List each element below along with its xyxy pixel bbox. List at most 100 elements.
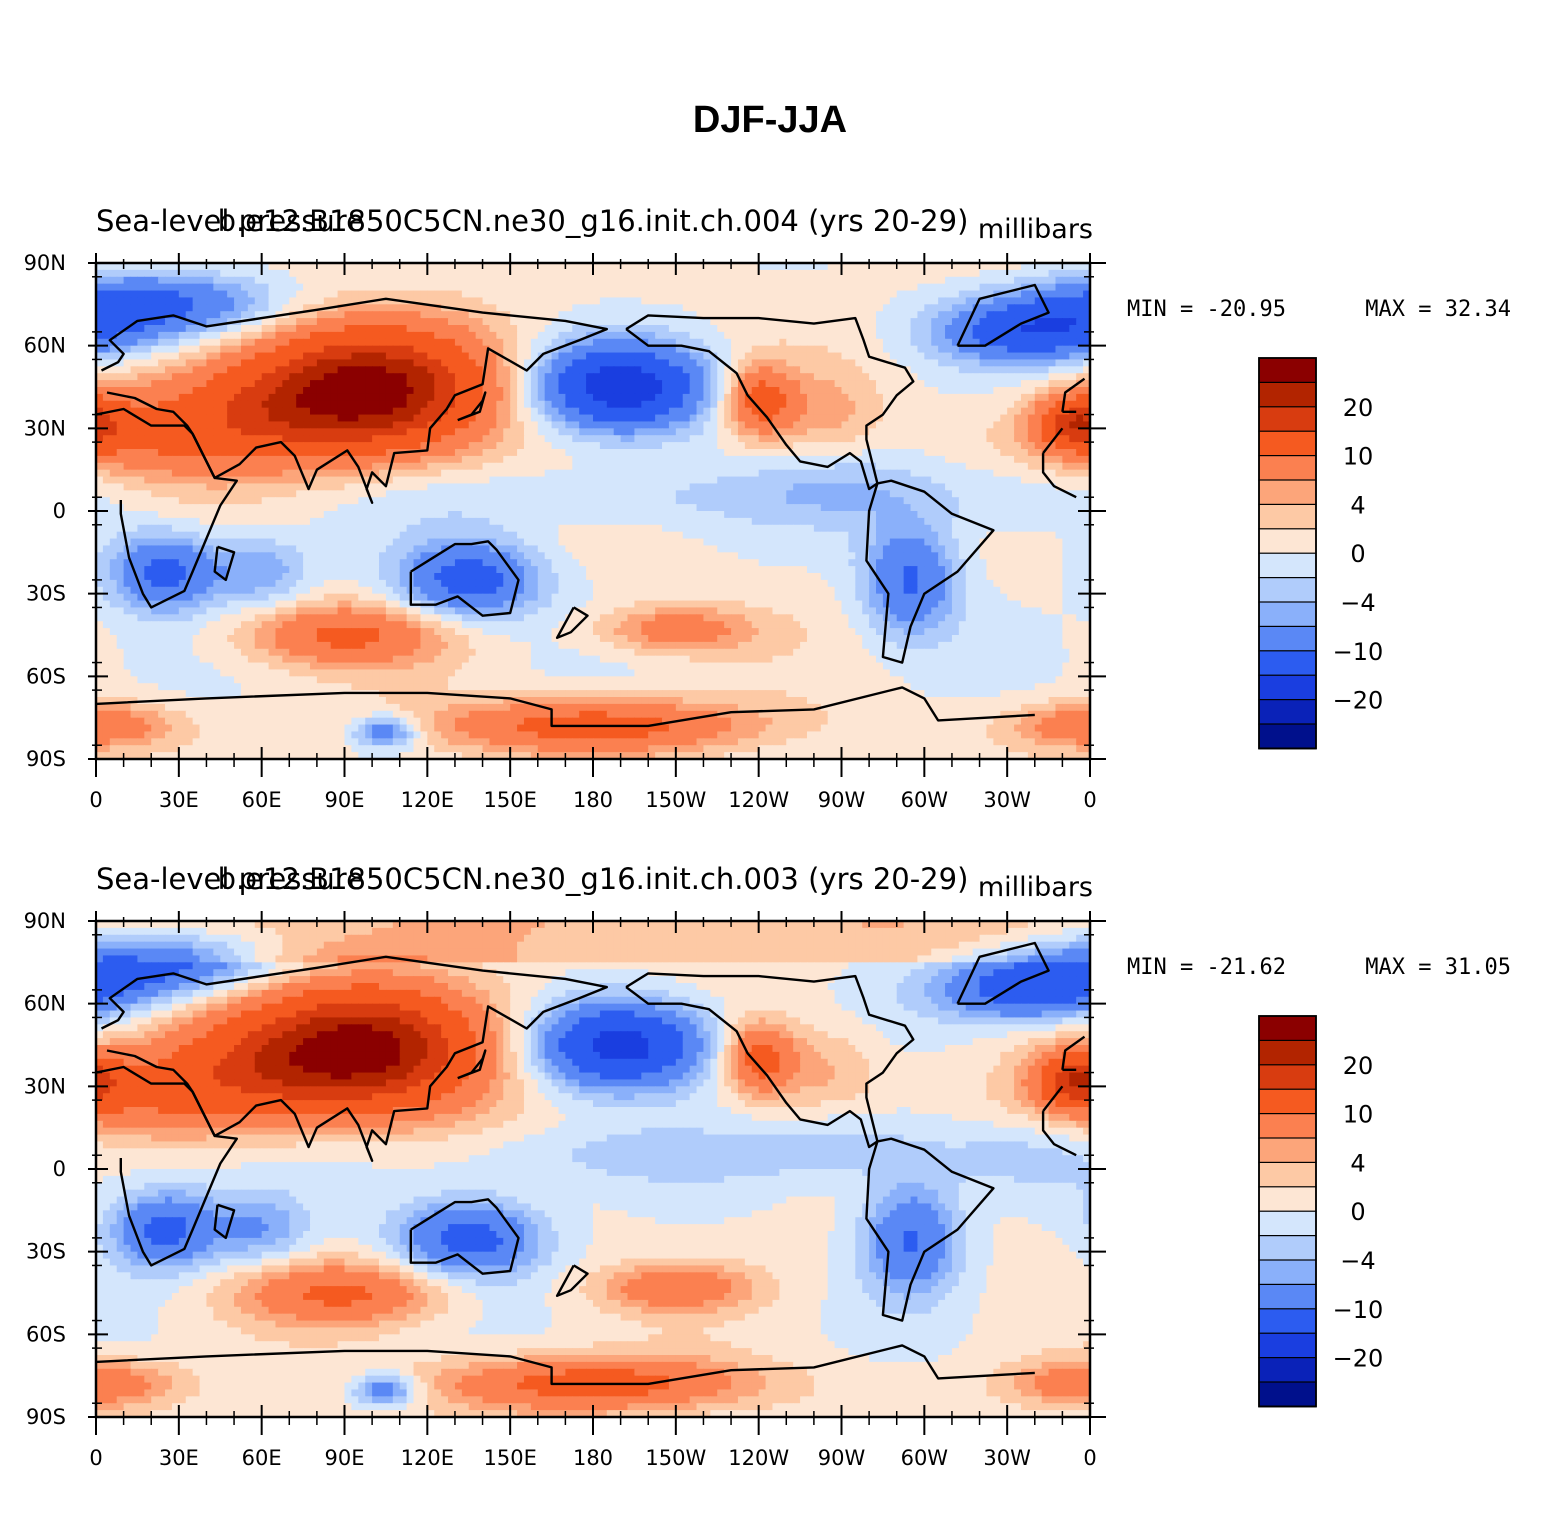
panel-max-label: MAX = 31.05	[1365, 955, 1511, 980]
colorbar-label: 10	[1343, 443, 1374, 471]
panel-units: millibars	[978, 214, 1093, 245]
colorbar-box	[1259, 1138, 1316, 1163]
lat-tick-label: 60S	[26, 664, 66, 688]
lat-tick-label: 30S	[26, 582, 66, 606]
colorbar-box	[1259, 578, 1316, 603]
lon-tick-label: 180	[573, 788, 613, 812]
colorbar-label: 20	[1343, 1052, 1374, 1080]
lon-tick-label: 150W	[645, 788, 706, 812]
lon-tick-label: 60W	[901, 788, 949, 812]
panel-min-label: MIN = -20.95	[1127, 297, 1286, 322]
colorbar-box	[1259, 1260, 1316, 1285]
colorbar-label: 10	[1343, 1101, 1374, 1129]
colorbar-box	[1259, 1187, 1316, 1212]
colorbar-box	[1259, 1016, 1316, 1041]
lon-tick-label: 120E	[401, 1446, 454, 1470]
colorbar-box	[1259, 1065, 1316, 1090]
colorbar-label: −4	[1340, 589, 1375, 617]
slp-field	[96, 263, 1091, 760]
lat-tick-label: 60N	[24, 334, 66, 358]
colorbar-box	[1259, 724, 1316, 749]
colorbar-box	[1259, 1162, 1316, 1187]
colorbar-box	[1259, 1309, 1316, 1334]
colorbar-label: −20	[1333, 1345, 1384, 1373]
colorbar-box	[1259, 1358, 1316, 1383]
colorbar-box	[1259, 1089, 1316, 1114]
lat-tick-label: 90S	[26, 1405, 66, 1429]
lon-tick-label: 30E	[159, 1446, 199, 1470]
lon-tick-label: 90E	[325, 1446, 365, 1470]
lat-tick-label: 90N	[24, 251, 66, 275]
figure-title: DJF-JJA	[693, 99, 847, 141]
lon-tick-label: 150E	[483, 1446, 536, 1470]
map-panel-top: Sea-level pressure b.e12.B1850C5CN.ne30_…	[24, 204, 1511, 812]
lon-tick-label: 150W	[645, 1446, 706, 1470]
lon-tick-label: 90W	[818, 788, 866, 812]
colorbar-box	[1259, 407, 1316, 432]
slp-field	[96, 921, 1091, 1418]
colorbar-box	[1259, 431, 1316, 456]
colorbar-box	[1259, 480, 1316, 505]
colorbar-box	[1259, 358, 1316, 383]
colorbar-label: 4	[1350, 1149, 1365, 1177]
lat-tick-label: 60N	[24, 992, 66, 1016]
lon-tick-label: 0	[89, 1446, 102, 1470]
colorbar-box	[1259, 456, 1316, 481]
colorbar-label: −10	[1333, 638, 1384, 666]
lat-tick-label: 30S	[26, 1240, 66, 1264]
lon-tick-label: 150E	[483, 788, 536, 812]
colorbar-box	[1259, 504, 1316, 529]
colorbar-label: −4	[1340, 1247, 1375, 1275]
colorbar-box	[1259, 1211, 1316, 1236]
panel-max-label: MAX = 32.34	[1365, 297, 1511, 322]
lon-tick-label: 120W	[728, 1446, 789, 1470]
lon-tick-label: 30W	[983, 1446, 1031, 1470]
lon-tick-label: 90E	[325, 788, 365, 812]
lon-tick-label: 0	[1083, 788, 1096, 812]
colorbar-label: −10	[1333, 1296, 1384, 1324]
colorbar-box	[1259, 651, 1316, 676]
lat-tick-label: 30N	[24, 1074, 66, 1098]
colorbar-box	[1259, 1284, 1316, 1309]
colorbar-label: 0	[1350, 540, 1365, 568]
colorbar-box	[1259, 382, 1316, 407]
colorbar-label: 4	[1350, 491, 1365, 519]
lat-tick-label: 90S	[26, 747, 66, 771]
colorbar-box	[1259, 675, 1316, 700]
lat-tick-label: 0	[53, 1157, 66, 1181]
colorbar-label: −20	[1333, 687, 1384, 715]
lat-tick-label: 30N	[24, 416, 66, 440]
lon-tick-label: 60E	[242, 1446, 282, 1470]
map-panel-bottom: Sea-level pressure b.e12.B1850C5CN.ne30_…	[24, 862, 1511, 1470]
panel-units: millibars	[978, 872, 1093, 903]
lon-tick-label: 180	[573, 1446, 613, 1470]
lat-tick-label: 90N	[24, 909, 66, 933]
colorbar-box	[1259, 1114, 1316, 1139]
colorbar-box	[1259, 626, 1316, 651]
lon-tick-label: 30W	[983, 788, 1031, 812]
lon-tick-label: 120E	[401, 788, 454, 812]
colorbar-bottom: 20 10 4 0 −4 −10 −20	[1259, 1016, 1383, 1407]
colorbar-label: 0	[1350, 1198, 1365, 1226]
colorbar-box	[1259, 602, 1316, 627]
lon-tick-label: 120W	[728, 788, 789, 812]
colorbar-box	[1259, 529, 1316, 554]
lon-tick-label: 30E	[159, 788, 199, 812]
colorbar-box	[1259, 1236, 1316, 1261]
lat-tick-label: 60S	[26, 1322, 66, 1346]
panel-center-string: b.e12.B1850C5CN.ne30_g16.init.ch.003 (yr…	[218, 862, 969, 896]
panel-center-string: b.e12.B1850C5CN.ne30_g16.init.ch.004 (yr…	[218, 204, 969, 238]
colorbar-box	[1259, 1040, 1316, 1065]
colorbar-box	[1259, 700, 1316, 725]
lon-tick-label: 60W	[901, 1446, 949, 1470]
lon-tick-label: 0	[89, 788, 102, 812]
lon-tick-label: 90W	[818, 1446, 866, 1470]
lon-tick-label: 60E	[242, 788, 282, 812]
colorbar-label: 20	[1343, 394, 1374, 422]
lon-tick-label: 0	[1083, 1446, 1096, 1470]
colorbar-top: 20 10 4 0 −4 −10 −20	[1259, 358, 1383, 749]
panel-min-label: MIN = -21.62	[1127, 955, 1286, 980]
lat-tick-label: 0	[53, 499, 66, 523]
colorbar-box	[1259, 553, 1316, 578]
